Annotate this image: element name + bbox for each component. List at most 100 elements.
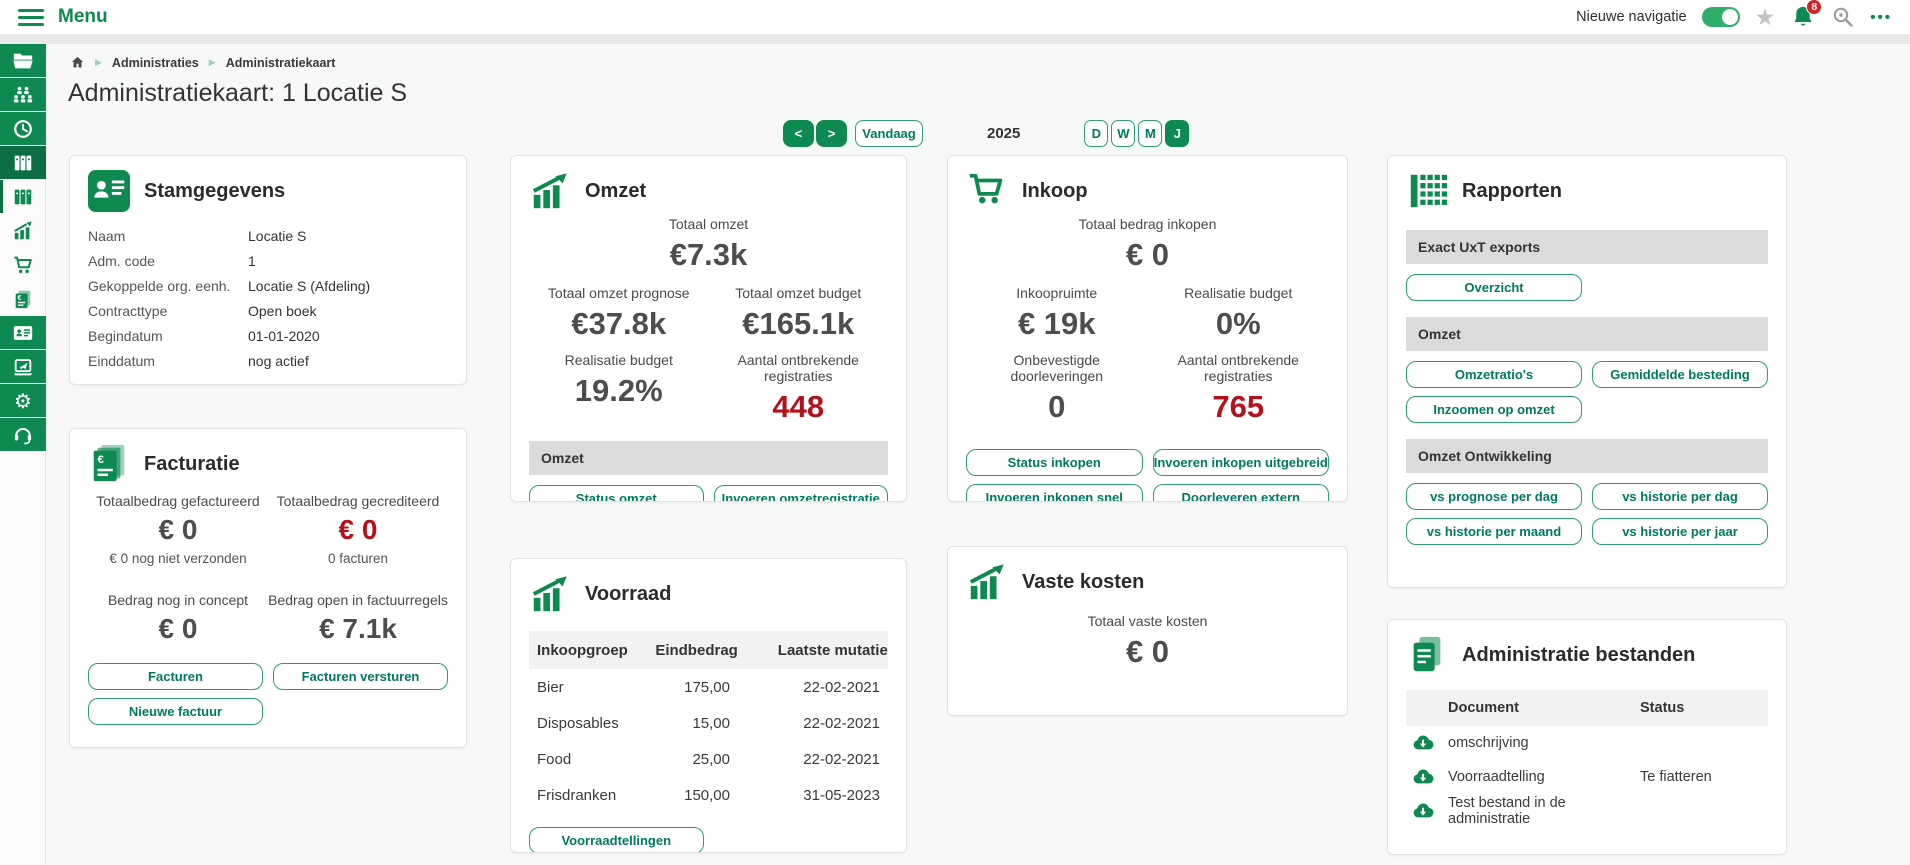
metric-value: € 0 xyxy=(158,613,198,644)
table-header-row: Document Status xyxy=(1406,690,1768,726)
omzetratios-button[interactable]: Omzetratio's xyxy=(1406,361,1582,388)
vs-prognose-per-dag-button[interactable]: vs prognose per dag xyxy=(1406,483,1582,510)
sidebar-item-administration-card[interactable] xyxy=(0,180,46,213)
invoeren-inkopen-uitgebreid-button[interactable]: Invoeren inkopen uitgebreid xyxy=(1152,449,1329,476)
status-omzet-button[interactable]: Status omzet xyxy=(529,485,704,501)
column-header: Document xyxy=(1448,700,1519,716)
cell-laatste-mutatie: 22-02-2021 xyxy=(803,750,880,768)
field-value: 01-01-2020 xyxy=(248,328,320,344)
cell-document[interactable]: Voorraadtelling xyxy=(1448,769,1545,785)
invoeren-inkopen-snel-button[interactable]: Invoeren inkopen snel xyxy=(966,484,1143,501)
metric-concept: Bedrag nog in concept € 0 xyxy=(88,592,268,645)
more-options-icon[interactable]: ••• xyxy=(1870,8,1892,26)
metric-value: 19.2% xyxy=(574,373,663,408)
breadcrumb-administratiekaart[interactable]: Administratiekaart xyxy=(225,55,336,70)
administratie-bestanden-card: Administratie bestanden Document Status … xyxy=(1387,619,1787,855)
sidebar-item-support[interactable] xyxy=(0,418,46,451)
home-icon[interactable] xyxy=(70,55,85,70)
facturen-button[interactable]: Facturen xyxy=(88,663,263,690)
sidebar-item-invoicing[interactable]: € xyxy=(0,282,46,315)
sidebar-item-purchasing[interactable] xyxy=(0,248,46,281)
metric-label: Totaal omzet prognose xyxy=(547,285,690,301)
download-cloud-icon[interactable] xyxy=(1412,766,1434,788)
today-button[interactable]: Vandaag xyxy=(855,120,923,147)
facturatie-card: € Facturatie Totaalbedrag gefactureerd €… xyxy=(69,428,467,748)
overzicht-button[interactable]: Overzicht xyxy=(1406,274,1582,301)
cell-eindbedrag: 150,00 xyxy=(684,786,730,804)
sidebar-item-settings[interactable]: ⚙ xyxy=(0,384,46,417)
gear-icon: ⚙ xyxy=(14,388,32,413)
field-value: 1 xyxy=(248,253,256,269)
headset-icon xyxy=(14,427,32,444)
table-row: Frisdranken 150,00 31-05-2023 xyxy=(529,777,888,813)
sidebar-item-contacts[interactable] xyxy=(0,316,46,349)
sidebar-item-clock[interactable] xyxy=(0,112,46,145)
contact-card-icon xyxy=(13,325,33,340)
nieuwe-factuur-button[interactable]: Nieuwe factuur xyxy=(88,698,263,725)
omzet-section-header: Omzet xyxy=(529,441,888,475)
invoice-stack-icon: € xyxy=(15,290,31,308)
favorites-star-icon[interactable]: ★ xyxy=(1754,3,1776,30)
vs-historie-per-jaar-button[interactable]: vs historie per jaar xyxy=(1592,518,1768,545)
cell-document[interactable]: Test bestand in de administratie xyxy=(1448,795,1566,827)
vs-historie-per-dag-button[interactable]: vs historie per dag xyxy=(1592,483,1768,510)
metric-value: 448 xyxy=(772,389,825,424)
view-week-button[interactable]: W xyxy=(1111,120,1136,147)
column-header: Eindbedrag xyxy=(655,641,738,659)
stamgegevens-fields: Naam Locatie S Adm. code 1 Gekoppelde org.… xyxy=(88,228,448,369)
download-cloud-icon[interactable] xyxy=(1412,800,1434,822)
notification-badge: 8 xyxy=(1806,0,1823,15)
search-icon[interactable] xyxy=(1831,5,1855,29)
invoeren-omzetregistratie-button[interactable]: Invoeren omzetregistratie xyxy=(713,485,888,501)
current-year-label: 2025 xyxy=(987,125,1021,142)
cell-inkoopgroep: Food xyxy=(537,750,572,768)
cell-document[interactable]: omschrijving xyxy=(1448,735,1529,751)
metric-value: €165.1k xyxy=(742,306,855,341)
metric-value: €37.8k xyxy=(571,306,667,341)
sidebar-item-folder[interactable] xyxy=(0,44,46,77)
sidebar-item-organization[interactable] xyxy=(0,78,46,111)
view-granularity-group: D W M J xyxy=(1084,120,1190,147)
voorraadtellingen-button[interactable]: Voorraadtellingen xyxy=(529,827,704,852)
breadcrumb: ▶ Administraties ▶ Administratiekaart xyxy=(70,55,335,70)
notifications-bell-icon[interactable]: 8 xyxy=(1790,0,1823,30)
chart-arrow-icon xyxy=(532,173,567,209)
column-header: Inkoopgroep xyxy=(537,641,628,659)
field-value: Locatie S xyxy=(248,228,307,244)
card-title: Rapporten xyxy=(1462,179,1562,202)
sidebar-item-launch[interactable] xyxy=(0,350,46,383)
table-row: Food 25,00 22-02-2021 xyxy=(529,741,888,777)
view-month-button[interactable]: M xyxy=(1138,120,1163,147)
metric-value: 0 xyxy=(1048,389,1066,424)
inzoomen-op-omzet-button[interactable]: Inzoomen op omzet xyxy=(1406,396,1582,423)
status-inkopen-button[interactable]: Status inkopen xyxy=(966,449,1143,476)
prev-period-button[interactable]: < xyxy=(783,120,814,147)
view-day-button[interactable]: D xyxy=(1084,120,1109,147)
doorleveren-extern-button[interactable]: Doorleveren extern xyxy=(1152,484,1329,501)
menu-button[interactable]: Menu xyxy=(58,6,108,27)
metric-value: € 0 xyxy=(1125,237,1170,272)
view-year-button[interactable]: J xyxy=(1165,120,1190,147)
nieuwe-navigatie-toggle[interactable] xyxy=(1701,7,1740,27)
metric-open-factuurregels: Bedrag open in factuurregels € 7.1k xyxy=(268,592,448,645)
metric-totaal-omzet: Totaal omzet €7.3k xyxy=(529,216,888,273)
breadcrumb-administraties[interactable]: Administraties xyxy=(111,55,199,70)
sidebar-item-revenue[interactable] xyxy=(0,214,46,247)
download-cloud-icon[interactable] xyxy=(1412,732,1434,754)
inkoop-card: Inkoop Totaal bedrag inkopen € 0 Inkoopr… xyxy=(947,155,1348,502)
table-row: omschrijving xyxy=(1406,726,1768,760)
next-period-button[interactable]: > xyxy=(816,120,847,147)
vs-historie-per-maand-button[interactable]: vs historie per maand xyxy=(1406,518,1582,545)
metric-label: Totaal omzet budget xyxy=(735,285,862,301)
invoice-stack-icon: € xyxy=(93,444,125,482)
field-label: Begindatum xyxy=(88,328,163,344)
hamburger-menu-icon[interactable] xyxy=(18,8,44,26)
svg-text:€: € xyxy=(18,294,22,301)
metric-label: Totaalbedrag gefactureerd xyxy=(96,493,260,509)
sidebar-item-administrations[interactable] xyxy=(0,146,46,179)
card-title: Facturatie xyxy=(144,452,240,475)
gemiddelde-besteding-button[interactable]: Gemiddelde besteding xyxy=(1592,361,1768,388)
facturen-versturen-button[interactable]: Facturen versturen xyxy=(273,663,448,690)
metric-sub: € 0 nog niet verzonden xyxy=(109,551,247,566)
clock-icon xyxy=(14,119,32,138)
